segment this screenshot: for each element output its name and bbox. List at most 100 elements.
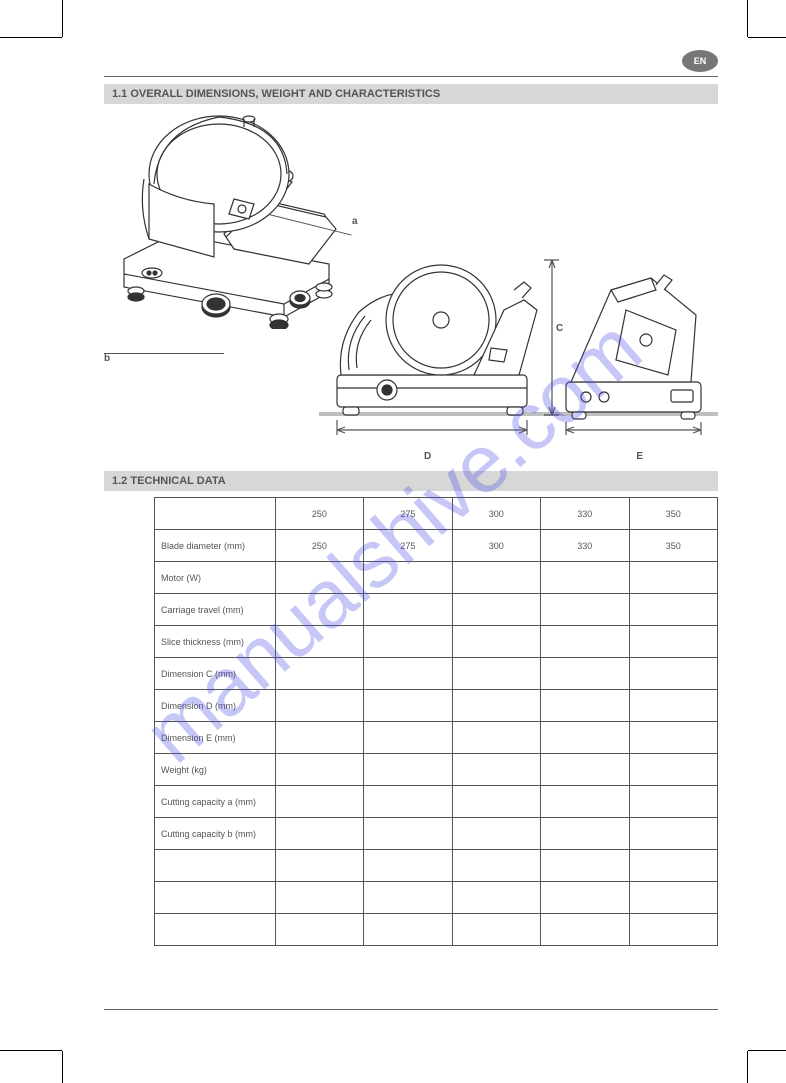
table-cell [452, 562, 540, 594]
table-row [155, 914, 718, 946]
table-cell [275, 882, 363, 914]
table-cell [275, 850, 363, 882]
table-cell: 330 [541, 530, 629, 562]
table-cell [275, 626, 363, 658]
table-cell [541, 882, 629, 914]
table-cell [452, 658, 540, 690]
header-rule [104, 59, 718, 77]
table-cell [629, 882, 717, 914]
table-cell [629, 562, 717, 594]
page-content: EN 1.1 OVERALL DIMENSIONS, WEIGHT AND CH… [62, 37, 748, 1051]
table-row-label: Dimension E (mm) [155, 722, 276, 754]
table-row-label [155, 850, 276, 882]
table-cell [275, 594, 363, 626]
table-header-col: 350 [629, 498, 717, 530]
table-row-label [155, 882, 276, 914]
table-cell [541, 850, 629, 882]
table-cell [364, 914, 452, 946]
table-header-label [155, 498, 276, 530]
slicer-side-icon [556, 260, 714, 440]
table-cell [541, 658, 629, 690]
table-row-label: Dimension D (mm) [155, 690, 276, 722]
table-cell [629, 626, 717, 658]
table-cell [629, 690, 717, 722]
section-2-bar: 1.2 TECHNICAL DATA [104, 471, 718, 491]
callout-label-b: b [104, 353, 110, 364]
language-badge: EN [682, 50, 718, 72]
table-cell [452, 722, 540, 754]
table-row-label: Dimension C (mm) [155, 658, 276, 690]
table-row-label: Cutting capacity b (mm) [155, 818, 276, 850]
callout-line-b [104, 353, 224, 354]
table-row: Dimension E (mm) [155, 722, 718, 754]
table-cell [275, 786, 363, 818]
table-row: Dimension D (mm) [155, 690, 718, 722]
table-cell [275, 754, 363, 786]
table-cell [629, 722, 717, 754]
table-cell [275, 562, 363, 594]
callout-label-a: a [352, 216, 358, 227]
table-cell [541, 722, 629, 754]
table-row-label: Blade diameter (mm) [155, 530, 276, 562]
table-header-col: 275 [364, 498, 452, 530]
table-cell [275, 914, 363, 946]
table-cell [452, 754, 540, 786]
table-row-label: Slice thickness (mm) [155, 626, 276, 658]
table-header-col: 300 [452, 498, 540, 530]
table-row: Cutting capacity a (mm) [155, 786, 718, 818]
table-cell [541, 626, 629, 658]
table-cell [541, 594, 629, 626]
table-row: Slice thickness (mm) [155, 626, 718, 658]
table-cell [452, 626, 540, 658]
table-cell [629, 850, 717, 882]
table-cell [541, 562, 629, 594]
table-cell [452, 690, 540, 722]
table-cell [629, 818, 717, 850]
table-cell [452, 786, 540, 818]
table-cell [364, 562, 452, 594]
table-row-label [155, 914, 276, 946]
table-cell [541, 754, 629, 786]
page-footer [104, 1009, 718, 1014]
table-cell: 275 [364, 530, 452, 562]
table-cell [452, 850, 540, 882]
table-cell [364, 850, 452, 882]
table-cell [629, 786, 717, 818]
table-cell [629, 594, 717, 626]
table-row: Blade diameter (mm)250275300330350 [155, 530, 718, 562]
table-row-label: Weight (kg) [155, 754, 276, 786]
table-cell [364, 754, 452, 786]
table-cell [364, 594, 452, 626]
table-cell [452, 594, 540, 626]
table-cell [275, 818, 363, 850]
table-cell [541, 690, 629, 722]
table-row: Carriage travel (mm) [155, 594, 718, 626]
table-cell [364, 722, 452, 754]
table-row: Cutting capacity b (mm) [155, 818, 718, 850]
table-cell [541, 786, 629, 818]
table-header-col: 330 [541, 498, 629, 530]
table-cell [364, 626, 452, 658]
table-cell: 250 [275, 530, 363, 562]
table-cell [364, 786, 452, 818]
table-header-col: 250 [275, 498, 363, 530]
table-cell: 300 [452, 530, 540, 562]
table-cell: 350 [629, 530, 717, 562]
table-cell [364, 658, 452, 690]
table-row-label: Cutting capacity a (mm) [155, 786, 276, 818]
language-badge-text: EN [694, 56, 707, 66]
table-cell [541, 818, 629, 850]
table-row: Weight (kg) [155, 754, 718, 786]
spec-table: 250275300330350Blade diameter (mm)250275… [154, 497, 718, 946]
slicer-front-icon [319, 240, 561, 440]
table-cell [275, 722, 363, 754]
table-cell [275, 690, 363, 722]
slicer-isometric-icon [104, 109, 349, 329]
section-1-title: 1.1 OVERALL DIMENSIONS, WEIGHT AND CHARA… [112, 88, 440, 100]
table-cell [452, 882, 540, 914]
table-row-label: Motor (W) [155, 562, 276, 594]
table-cell [364, 818, 452, 850]
table-cell [364, 690, 452, 722]
table-cell [541, 914, 629, 946]
table-cell [275, 658, 363, 690]
